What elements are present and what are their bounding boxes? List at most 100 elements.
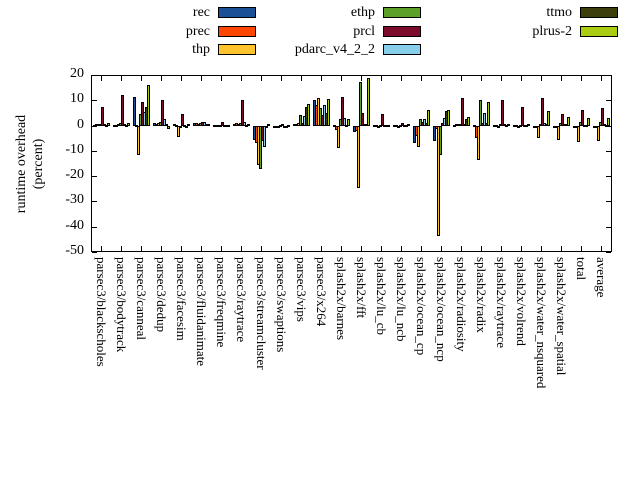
bar-pdarc_v4_2_2 [243, 121, 246, 126]
bar-prcl [461, 98, 464, 126]
bar-plrus-2 [307, 103, 310, 126]
x-tick-mark-top [361, 76, 362, 81]
bar-plrus-2 [227, 124, 230, 127]
bar-plrus-2 [367, 78, 370, 126]
bar-prcl [241, 100, 244, 126]
bar-ttmo [345, 124, 348, 127]
legend-swatch-plrus-2 [580, 25, 618, 37]
bar-prcl [541, 98, 544, 126]
x-category-label: splash2x/water_spatial [554, 257, 569, 376]
bar-prcl [161, 99, 164, 126]
x-category-label: splash2x/ocean_ncp [434, 257, 449, 362]
x-tick-mark-top [181, 76, 182, 81]
x-tick-mark-top [381, 76, 382, 81]
bar-ethp [399, 124, 402, 127]
x-tick-mark [421, 246, 422, 251]
x-category-label: total [574, 257, 589, 281]
bar-plrus-2 [607, 118, 610, 126]
x-tick-mark-top [601, 76, 602, 81]
plot-area [91, 75, 612, 252]
y-tick-mark-right [606, 201, 611, 203]
bar-ethp [519, 124, 522, 127]
x-category-label: splash2x/barnes [334, 257, 349, 341]
y-tick-mark-right [606, 75, 611, 76]
legend-label-ttmo: ttmo [546, 5, 572, 20]
bar-plrus-2 [127, 123, 130, 126]
x-tick-mark [461, 246, 462, 251]
bar-ethp [439, 125, 442, 155]
y-tick-label: -30 [65, 192, 84, 208]
x-category-label: parsec3/vips [294, 257, 309, 322]
bar-plrus-2 [547, 110, 550, 126]
bar-thp [337, 125, 340, 149]
x-tick-mark [321, 246, 322, 251]
bar-thp [137, 125, 140, 155]
bar-ethp [179, 125, 182, 129]
bar-plrus-2 [527, 124, 530, 127]
x-tick-mark [361, 246, 362, 251]
bar-plrus-2 [487, 102, 490, 126]
x-tick-mark [521, 246, 522, 251]
x-category-label: splash2x/ocean_cp [414, 257, 429, 356]
y-tick-mark [92, 100, 97, 102]
y-tick-mark-right [606, 150, 611, 152]
x-tick-mark [441, 246, 442, 251]
legend-swatch-pdarc_v4_2_2 [383, 44, 421, 55]
legend-label-prec: prec [185, 23, 210, 39]
y-tick-mark-right [606, 252, 611, 253]
x-tick-mark-top [281, 76, 282, 81]
x-category-label: splash2x/radix [474, 257, 489, 333]
bar-pdarc_v4_2_2 [183, 124, 186, 127]
bar-prcl [341, 97, 344, 126]
y-axis-title-line1: runtime overhead [14, 114, 29, 214]
x-tick-mark-top [321, 76, 322, 81]
y-tick-label: 10 [70, 91, 84, 107]
bar-plrus-2 [507, 124, 510, 127]
y-tick-mark-right [606, 226, 611, 228]
x-category-label: parsec3/facesim [174, 257, 189, 341]
bar-ttmo [265, 125, 268, 129]
bar-ttmo [125, 124, 128, 127]
bar-prcl [221, 121, 224, 126]
x-tick-mark-top [581, 76, 582, 81]
bar-plrus-2 [247, 124, 250, 127]
bar-prec [135, 124, 138, 127]
x-tick-mark [261, 246, 262, 251]
x-tick-mark [561, 246, 562, 251]
x-tick-mark [481, 246, 482, 251]
x-tick-mark-top [241, 76, 242, 81]
bar-plrus-2 [167, 125, 170, 130]
bar-thp [397, 125, 400, 128]
bar-plrus-2 [407, 124, 410, 127]
y-tick-mark-right [606, 125, 611, 127]
bar-thp [357, 125, 360, 189]
y-tick-mark [92, 176, 97, 178]
x-tick-mark [601, 246, 602, 251]
x-category-label: parsec3/swaptions [274, 257, 289, 353]
x-tick-mark-top [121, 76, 122, 81]
bar-prcl [601, 108, 604, 126]
x-tick-mark-top [541, 76, 542, 81]
bar-plrus-2 [267, 124, 270, 127]
legend-swatch-thp [218, 44, 256, 55]
bar-thp [377, 125, 380, 128]
x-tick-mark-top [301, 76, 302, 81]
legend-swatch-prec [218, 25, 256, 37]
y-tick-label: 0 [77, 116, 84, 132]
bar-pdarc_v4_2_2 [543, 123, 546, 126]
y-tick-mark [92, 226, 97, 228]
x-tick-mark-top [461, 76, 462, 81]
y-tick-label: 20 [70, 66, 84, 81]
x-tick-mark-top [261, 76, 262, 81]
bar-prcl [121, 95, 124, 126]
y-axis-title: runtime overhead (percent) [13, 54, 47, 274]
legend-label-pdarc_v4_2_2: pdarc_v4_2_2 [294, 42, 375, 57]
bar-pdarc_v4_2_2 [203, 122, 206, 126]
x-category-label: parsec3/fluidanimate [194, 257, 209, 367]
bar-ethp [259, 125, 262, 169]
x-category-label: splash2x/radiosity [454, 257, 469, 352]
y-axis-title-line2: (percent) [31, 138, 46, 190]
bar-ttmo [165, 124, 168, 127]
x-tick-mark [181, 246, 182, 251]
x-category-label: parsec3/blackscholes [94, 257, 109, 367]
